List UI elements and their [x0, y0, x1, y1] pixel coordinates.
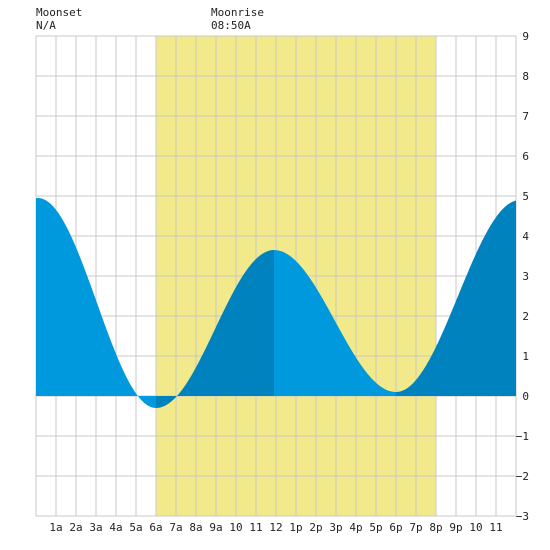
- y-tick-label: 0: [522, 390, 529, 403]
- x-tick-label: 7p: [409, 521, 422, 534]
- y-tick-label: 5: [522, 190, 529, 203]
- x-tick-label: 12: [269, 521, 282, 534]
- y-tick-label: 2: [522, 310, 529, 323]
- moonset-value: N/A: [36, 19, 56, 32]
- moonrise-label: Moonrise: [211, 6, 264, 19]
- x-tick-label: 5a: [129, 521, 142, 534]
- x-tick-label: 11: [489, 521, 502, 534]
- x-axis-tick-labels: 1a 2a 3a 4a 5a 6a 7a 8a 9a 10 11 12 1p 2p 3p 4p 5p 6p 7p 8p…: [49, 521, 502, 534]
- x-tick-label: 2a: [69, 521, 82, 534]
- x-tick-label: 6p: [389, 521, 402, 534]
- rising-tide-area: [396, 200, 516, 396]
- x-tick-label: 3p: [329, 521, 342, 534]
- falling-tide-area: [36, 198, 156, 408]
- x-tick-label: 9p: [449, 521, 462, 534]
- y-tick-label: 6: [522, 150, 529, 163]
- x-tick-label: 8p: [429, 521, 442, 534]
- x-tick-label: 4p: [349, 521, 362, 534]
- x-tick-label: 6a: [149, 521, 162, 534]
- x-tick-label: 1p: [289, 521, 302, 534]
- y-tick-label: −1: [516, 430, 529, 443]
- x-tick-label: 7a: [169, 521, 182, 534]
- tide-areas: [36, 198, 516, 408]
- x-tick-label: 4a: [109, 521, 122, 534]
- y-tick-label: −3: [516, 510, 529, 523]
- x-tick-label: 10: [229, 521, 242, 534]
- y-tick-label: 7: [522, 110, 529, 123]
- x-tick-label: 3a: [89, 521, 102, 534]
- y-tick-label: 3: [522, 270, 529, 283]
- x-tick-label: 1a: [49, 521, 62, 534]
- y-tick-label: 4: [522, 230, 529, 243]
- y-tick-label: 9: [522, 30, 529, 43]
- moonset-label: Moonset: [36, 6, 82, 19]
- y-tick-label: −2: [516, 470, 529, 483]
- moonrise-value: 08:50A: [211, 19, 251, 32]
- x-tick-label: 10: [469, 521, 482, 534]
- x-tick-label: 2p: [309, 521, 322, 534]
- y-tick-label: 8: [522, 70, 529, 83]
- y-tick-label: 1: [522, 350, 529, 363]
- x-tick-label: 11: [249, 521, 262, 534]
- rising-tide-area: [156, 250, 274, 408]
- x-tick-label: 5p: [369, 521, 382, 534]
- x-tick-label: 9a: [209, 521, 222, 534]
- y-axis-tick-labels: −3 −2 −1 0 1 2 3 4 5 6 7 8 9: [516, 30, 530, 523]
- x-tick-label: 8a: [189, 521, 202, 534]
- falling-tide-area: [274, 250, 396, 396]
